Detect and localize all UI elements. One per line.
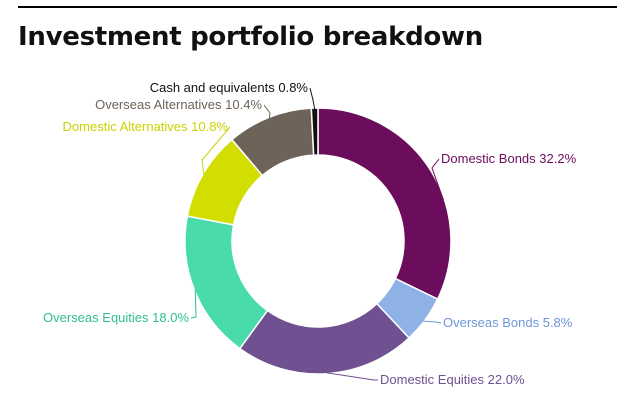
slice-overseas-equities [184,215,269,350]
chart-title: Investment portfolio breakdown [18,22,483,52]
leader-line-overseas-equities [190,289,197,319]
top-rule [18,6,617,8]
slice-labels: Domestic Bonds 32.2% Overseas Bonds 5.8% D… [43,80,577,387]
leader-line-domestic-alternatives [201,126,231,175]
slice-cash-and-equivalents [310,107,319,156]
donut-slices [184,107,452,375]
slice-domestic-bonds [317,107,452,301]
label-overseas-alternatives: Overseas Alternatives 10.4% [95,97,262,112]
leader-line-overseas-alternatives [263,104,271,119]
label-domestic-equities: Domestic Equities 22.0% [380,372,525,387]
leader-line-domestic-equities [326,372,378,381]
label-leader-lines [190,87,444,381]
label-domestic-alternatives: Domestic Alternatives 10.8% [63,119,229,134]
leader-line-overseas-bonds [422,320,442,324]
label-overseas-bonds: Overseas Bonds 5.8% [443,315,573,330]
leader-line-domestic-bonds [431,158,444,201]
label-overseas-equities: Overseas Equities 18.0% [43,310,189,325]
label-domestic-bonds: Domestic Bonds 32.2% [441,151,577,166]
label-cash-and-equivalents: Cash and equivalents 0.8% [150,80,309,95]
leader-line-cash-and-equivalents [309,87,316,110]
